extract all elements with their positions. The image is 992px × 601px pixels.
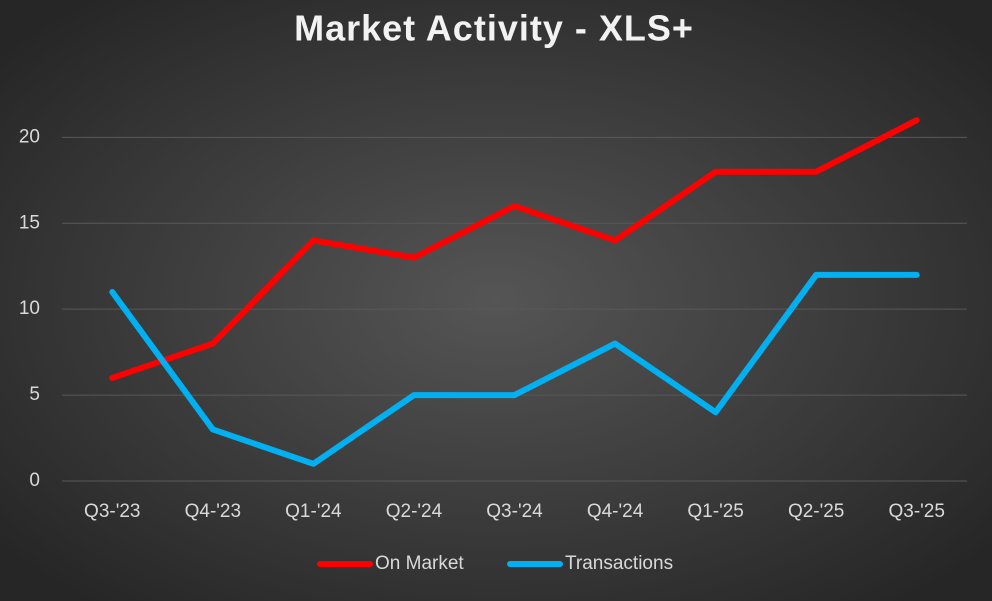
x-tick-label: Q2-'25 bbox=[788, 501, 844, 522]
y-tick-label: 0 bbox=[29, 470, 40, 491]
y-tick-label: 15 bbox=[19, 212, 40, 233]
legend-label: On Market bbox=[375, 553, 464, 574]
y-tick-label: 10 bbox=[19, 298, 40, 319]
data-line bbox=[109, 117, 920, 381]
data-line bbox=[109, 271, 920, 467]
x-tick-label: Q4-'24 bbox=[587, 501, 644, 522]
x-tick-label: Q4-'23 bbox=[185, 501, 241, 522]
x-tick-label: Q3-'25 bbox=[889, 501, 945, 522]
y-tick-label: 5 bbox=[29, 384, 40, 405]
legend-label: Transactions bbox=[565, 553, 673, 574]
x-tick-label: Q3-'23 bbox=[84, 501, 140, 522]
y-tick-label: 20 bbox=[19, 126, 40, 147]
x-tick-label: Q3-'24 bbox=[486, 501, 543, 522]
chart-title: Market Activity - XLS+ bbox=[294, 8, 694, 49]
x-tick-label: Q2-'24 bbox=[386, 501, 443, 522]
x-tick-label: Q1-'24 bbox=[285, 501, 342, 522]
x-tick-label: Q1-'25 bbox=[687, 501, 743, 522]
